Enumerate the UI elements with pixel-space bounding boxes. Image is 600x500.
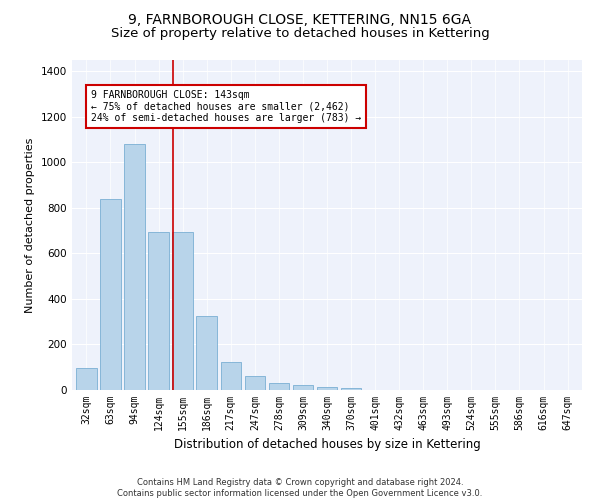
Bar [245,376,265,390]
Bar [124,144,145,390]
Bar [172,232,193,390]
Bar [341,388,361,390]
Bar [317,386,337,390]
Bar [269,383,289,390]
Bar [293,385,313,390]
Y-axis label: Number of detached properties: Number of detached properties [25,138,35,312]
X-axis label: Distribution of detached houses by size in Kettering: Distribution of detached houses by size … [173,438,481,452]
Bar [76,368,97,390]
Text: Size of property relative to detached houses in Kettering: Size of property relative to detached ho… [110,28,490,40]
Bar [196,316,217,390]
Text: Contains HM Land Registry data © Crown copyright and database right 2024.
Contai: Contains HM Land Registry data © Crown c… [118,478,482,498]
Text: 9 FARNBOROUGH CLOSE: 143sqm
← 75% of detached houses are smaller (2,462)
24% of : 9 FARNBOROUGH CLOSE: 143sqm ← 75% of det… [91,90,361,123]
Bar [221,362,241,390]
Bar [148,232,169,390]
Text: 9, FARNBOROUGH CLOSE, KETTERING, NN15 6GA: 9, FARNBOROUGH CLOSE, KETTERING, NN15 6G… [128,12,472,26]
Bar [100,199,121,390]
